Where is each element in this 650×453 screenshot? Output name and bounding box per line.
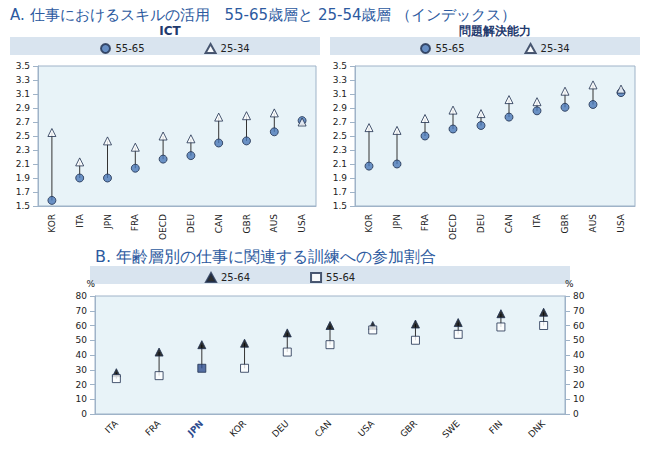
svg-text:70: 70 xyxy=(76,306,88,316)
svg-text:1.9: 1.9 xyxy=(16,173,31,183)
svg-text:50: 50 xyxy=(76,335,88,345)
svg-text:60: 60 xyxy=(76,321,88,331)
svg-text:0: 0 xyxy=(81,409,87,419)
svg-text:2.5: 2.5 xyxy=(333,131,347,141)
svg-text:KOR: KOR xyxy=(228,418,248,438)
svg-text:2.3: 2.3 xyxy=(333,145,347,155)
svg-text:0: 0 xyxy=(573,409,579,419)
svg-text:USA: USA xyxy=(356,418,377,439)
svg-text:2.1: 2.1 xyxy=(16,159,30,169)
svg-text:1.9: 1.9 xyxy=(333,173,348,183)
svg-text:60: 60 xyxy=(573,321,585,331)
svg-text:40: 40 xyxy=(573,350,585,360)
svg-text:80: 80 xyxy=(76,291,88,301)
svg-text:%: % xyxy=(565,279,574,289)
svg-text:2.9: 2.9 xyxy=(16,103,31,113)
svg-text:2.7: 2.7 xyxy=(16,117,30,127)
svg-text:B. 年齢層別の仕事に関連する訓練への参加割合: B. 年齢層別の仕事に関連する訓練への参加割合 xyxy=(95,247,436,266)
svg-text:KOR: KOR xyxy=(47,214,57,233)
svg-text:ITA: ITA xyxy=(75,213,85,227)
svg-text:1.7: 1.7 xyxy=(16,187,30,197)
svg-text:CAN: CAN xyxy=(504,214,514,233)
svg-text:CAN: CAN xyxy=(313,418,334,439)
svg-text:DEU: DEU xyxy=(270,418,291,439)
svg-text:3.5: 3.5 xyxy=(16,61,30,71)
svg-text:GBR: GBR xyxy=(398,418,419,439)
svg-text:FRA: FRA xyxy=(130,213,140,231)
svg-text:ITA: ITA xyxy=(103,418,120,435)
svg-text:20: 20 xyxy=(76,380,88,390)
svg-text:USA: USA xyxy=(297,213,307,232)
svg-text:70: 70 xyxy=(573,306,585,316)
svg-text:3.3: 3.3 xyxy=(16,75,30,85)
svg-text:ITA: ITA xyxy=(532,213,542,227)
svg-text:KOR: KOR xyxy=(364,214,374,233)
svg-text:1.5: 1.5 xyxy=(333,201,347,211)
svg-text:FIN: FIN xyxy=(487,418,504,435)
svg-text:OECD: OECD xyxy=(158,214,168,240)
svg-text:ICT: ICT xyxy=(159,24,181,38)
svg-text:GBR: GBR xyxy=(560,214,570,233)
svg-text:3.1: 3.1 xyxy=(333,89,347,99)
svg-text:25-64: 25-64 xyxy=(221,272,250,283)
svg-text:55-65: 55-65 xyxy=(436,43,465,54)
svg-text:25-34: 25-34 xyxy=(221,43,250,54)
svg-text:JPN: JPN xyxy=(392,214,402,230)
svg-text:A. 仕事におけるスキルの活用 55-65歳層と 25-54: A. 仕事におけるスキルの活用 55-65歳層と 25-54歳層 （インデックス… xyxy=(10,6,516,24)
svg-text:10: 10 xyxy=(573,394,585,404)
svg-text:GBR: GBR xyxy=(242,214,252,233)
svg-text:2.1: 2.1 xyxy=(333,159,347,169)
svg-text:JPN: JPN xyxy=(185,418,205,438)
svg-text:55-65: 55-65 xyxy=(116,43,145,54)
svg-text:40: 40 xyxy=(76,350,88,360)
svg-text:30: 30 xyxy=(76,365,88,375)
svg-text:DEU: DEU xyxy=(186,214,196,233)
svg-text:3.5: 3.5 xyxy=(333,61,347,71)
svg-text:DNK: DNK xyxy=(526,418,548,440)
svg-text:1.7: 1.7 xyxy=(333,187,347,197)
svg-text:2.5: 2.5 xyxy=(16,131,30,141)
svg-text:2.7: 2.7 xyxy=(333,117,347,127)
svg-text:OECD: OECD xyxy=(448,214,458,240)
svg-text:25-34: 25-34 xyxy=(541,43,570,54)
svg-text:3.3: 3.3 xyxy=(333,75,347,85)
svg-text:2.9: 2.9 xyxy=(333,103,348,113)
svg-text:55-64: 55-64 xyxy=(326,272,355,283)
svg-text:2.3: 2.3 xyxy=(16,145,30,155)
svg-text:CAN: CAN xyxy=(214,214,224,233)
svg-text:20: 20 xyxy=(573,380,585,390)
svg-text:50: 50 xyxy=(573,335,585,345)
svg-text:10: 10 xyxy=(76,394,88,404)
svg-text:問題解決能力: 問題解決能力 xyxy=(459,24,531,38)
svg-text:80: 80 xyxy=(573,291,585,301)
svg-text:AUS: AUS xyxy=(588,214,598,233)
svg-text:3.1: 3.1 xyxy=(16,89,30,99)
svg-text:AUS: AUS xyxy=(269,214,279,233)
svg-text:30: 30 xyxy=(573,365,585,375)
svg-text:SWE: SWE xyxy=(440,418,462,440)
svg-text:FRA: FRA xyxy=(143,418,163,438)
svg-text:JPN: JPN xyxy=(103,214,113,230)
svg-text:DEU: DEU xyxy=(476,214,486,233)
svg-text:FRA: FRA xyxy=(420,213,430,231)
svg-text:USA: USA xyxy=(616,213,626,232)
svg-text:%: % xyxy=(86,279,95,289)
svg-text:1.5: 1.5 xyxy=(16,201,30,211)
